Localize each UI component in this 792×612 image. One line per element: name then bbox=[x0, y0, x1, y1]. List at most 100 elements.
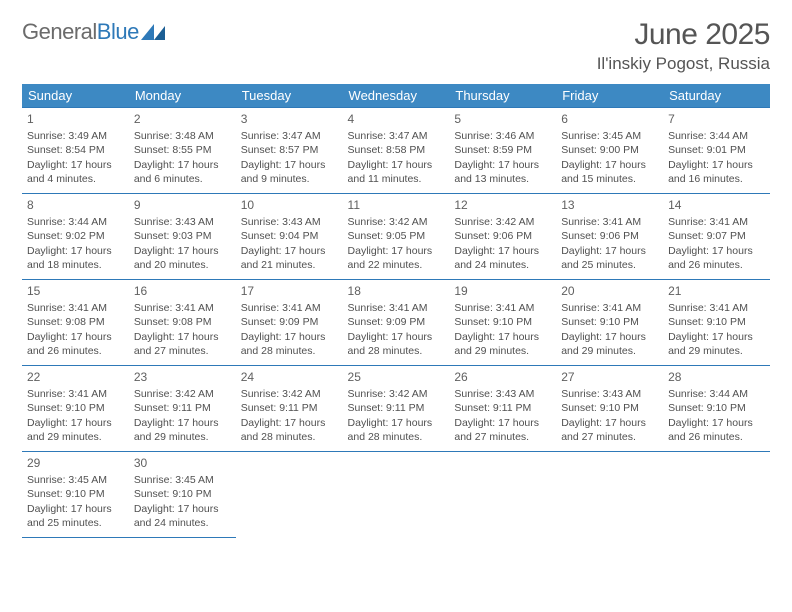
sunrise-line: Sunrise: 3:41 AM bbox=[27, 301, 124, 315]
daylight-line: Daylight: 17 hours and 25 minutes. bbox=[561, 244, 658, 272]
calendar-cell bbox=[663, 452, 770, 538]
calendar-cell: 1 Sunrise: 3:49 AMSunset: 8:54 PMDaylight… bbox=[22, 108, 129, 194]
sunrise-line: Sunrise: 3:42 AM bbox=[454, 215, 551, 229]
calendar-cell bbox=[236, 452, 343, 538]
title-block: June 2025 Il'inskiy Pogost, Russia bbox=[597, 18, 770, 74]
daylight-line: Daylight: 17 hours and 13 minutes. bbox=[454, 158, 551, 186]
weekday-header: Saturday bbox=[663, 84, 770, 108]
sunrise-line: Sunrise: 3:44 AM bbox=[27, 215, 124, 229]
month-title: June 2025 bbox=[597, 18, 770, 52]
daylight-line: Daylight: 17 hours and 27 minutes. bbox=[561, 416, 658, 444]
sunset-line: Sunset: 9:08 PM bbox=[27, 315, 124, 329]
calendar-cell: 17Sunrise: 3:41 AMSunset: 9:09 PMDayligh… bbox=[236, 280, 343, 366]
day-number: 27 bbox=[561, 369, 658, 385]
calendar-cell: 25Sunrise: 3:42 AMSunset: 9:11 PMDayligh… bbox=[343, 366, 450, 452]
day-number: 7 bbox=[668, 111, 765, 127]
sunset-line: Sunset: 8:57 PM bbox=[241, 143, 338, 157]
sunset-line: Sunset: 9:05 PM bbox=[348, 229, 445, 243]
calendar-cell: 15Sunrise: 3:41 AMSunset: 9:08 PMDayligh… bbox=[22, 280, 129, 366]
brand-part2: Blue bbox=[97, 19, 139, 45]
calendar-row: 29Sunrise: 3:45 AMSunset: 9:10 PMDayligh… bbox=[22, 452, 770, 538]
calendar-cell: 6Sunrise: 3:45 AMSunset: 9:00 PMDaylight… bbox=[556, 108, 663, 194]
calendar-cell: 24Sunrise: 3:42 AMSunset: 9:11 PMDayligh… bbox=[236, 366, 343, 452]
sunset-line: Sunset: 9:06 PM bbox=[561, 229, 658, 243]
day-number: 2 bbox=[134, 111, 231, 127]
sunset-line: Sunset: 9:10 PM bbox=[561, 315, 658, 329]
sunrise-line: Sunrise: 3:41 AM bbox=[668, 215, 765, 229]
calendar-cell: 29Sunrise: 3:45 AMSunset: 9:10 PMDayligh… bbox=[22, 452, 129, 538]
sunset-line: Sunset: 9:00 PM bbox=[561, 143, 658, 157]
daylight-line: Daylight: 17 hours and 29 minutes. bbox=[561, 330, 658, 358]
calendar-cell: 16Sunrise: 3:41 AMSunset: 9:08 PMDayligh… bbox=[129, 280, 236, 366]
sunset-line: Sunset: 9:10 PM bbox=[27, 401, 124, 415]
calendar-cell: 26Sunrise: 3:43 AMSunset: 9:11 PMDayligh… bbox=[449, 366, 556, 452]
calendar-cell: 30Sunrise: 3:45 AMSunset: 9:10 PMDayligh… bbox=[129, 452, 236, 538]
sunrise-line: Sunrise: 3:41 AM bbox=[561, 301, 658, 315]
sunset-line: Sunset: 9:10 PM bbox=[561, 401, 658, 415]
calendar-body: 1Sunrise: 3:49 AMSunset: 8:54 PMDaylight… bbox=[22, 108, 770, 538]
sunset-line: Sunset: 8:59 PM bbox=[454, 143, 551, 157]
calendar-cell: 23Sunrise: 3:42 AMSunset: 9:11 PMDayligh… bbox=[129, 366, 236, 452]
calendar-cell: 13Sunrise: 3:41 AMSunset: 9:06 PMDayligh… bbox=[556, 194, 663, 280]
sunrise-line: Sunrise: 3:41 AM bbox=[27, 387, 124, 401]
calendar-cell bbox=[449, 452, 556, 538]
sunset-line: Sunset: 9:10 PM bbox=[27, 487, 124, 501]
calendar-row: 1Sunrise: 3:49 AMSunset: 8:54 PMDaylight… bbox=[22, 108, 770, 194]
daylight-line: Daylight: 17 hours and 29 minutes. bbox=[134, 416, 231, 444]
sunset-line: Sunset: 9:10 PM bbox=[668, 401, 765, 415]
daylight-line: Daylight: 17 hours and 24 minutes. bbox=[134, 502, 231, 530]
calendar-cell: 10Sunrise: 3:43 AMSunset: 9:04 PMDayligh… bbox=[236, 194, 343, 280]
day-number: 3 bbox=[241, 111, 338, 127]
sunrise-line: Sunrise: 3:49 AM bbox=[27, 129, 124, 143]
calendar-table: SundayMondayTuesdayWednesdayThursdayFrid… bbox=[22, 84, 770, 538]
weekday-header: Tuesday bbox=[236, 84, 343, 108]
daylight-line: Daylight: 17 hours and 29 minutes. bbox=[454, 330, 551, 358]
daylight-line: Daylight: 17 hours and 4 minutes. bbox=[27, 158, 124, 186]
day-number: 28 bbox=[668, 369, 765, 385]
sunset-line: Sunset: 8:54 PM bbox=[27, 143, 124, 157]
daylight-line: Daylight: 17 hours and 18 minutes. bbox=[27, 244, 124, 272]
sunset-line: Sunset: 9:11 PM bbox=[348, 401, 445, 415]
sunrise-line: Sunrise: 3:41 AM bbox=[134, 301, 231, 315]
calendar-cell: 4Sunrise: 3:47 AMSunset: 8:58 PMDaylight… bbox=[343, 108, 450, 194]
day-number: 1 bbox=[27, 111, 124, 127]
day-number: 9 bbox=[134, 197, 231, 213]
sunset-line: Sunset: 9:09 PM bbox=[348, 315, 445, 329]
sunset-line: Sunset: 8:58 PM bbox=[348, 143, 445, 157]
sunset-line: Sunset: 9:06 PM bbox=[454, 229, 551, 243]
day-number: 23 bbox=[134, 369, 231, 385]
daylight-line: Daylight: 17 hours and 28 minutes. bbox=[348, 416, 445, 444]
sunset-line: Sunset: 9:11 PM bbox=[454, 401, 551, 415]
day-number: 25 bbox=[348, 369, 445, 385]
calendar-cell: 5Sunrise: 3:46 AMSunset: 8:59 PMDaylight… bbox=[449, 108, 556, 194]
sunset-line: Sunset: 9:01 PM bbox=[668, 143, 765, 157]
calendar-row: 22Sunrise: 3:41 AMSunset: 9:10 PMDayligh… bbox=[22, 366, 770, 452]
day-number: 15 bbox=[27, 283, 124, 299]
sunrise-line: Sunrise: 3:42 AM bbox=[241, 387, 338, 401]
calendar-cell: 28Sunrise: 3:44 AMSunset: 9:10 PMDayligh… bbox=[663, 366, 770, 452]
sunrise-line: Sunrise: 3:42 AM bbox=[348, 215, 445, 229]
calendar-cell: 19Sunrise: 3:41 AMSunset: 9:10 PMDayligh… bbox=[449, 280, 556, 366]
daylight-line: Daylight: 17 hours and 27 minutes. bbox=[454, 416, 551, 444]
sunrise-line: Sunrise: 3:48 AM bbox=[134, 129, 231, 143]
calendar-row: 15Sunrise: 3:41 AMSunset: 9:08 PMDayligh… bbox=[22, 280, 770, 366]
daylight-line: Daylight: 17 hours and 27 minutes. bbox=[134, 330, 231, 358]
day-number: 5 bbox=[454, 111, 551, 127]
day-number: 30 bbox=[134, 455, 231, 471]
calendar-cell: 8Sunrise: 3:44 AMSunset: 9:02 PMDaylight… bbox=[22, 194, 129, 280]
calendar-cell: 18Sunrise: 3:41 AMSunset: 9:09 PMDayligh… bbox=[343, 280, 450, 366]
day-number: 4 bbox=[348, 111, 445, 127]
calendar-cell: 27Sunrise: 3:43 AMSunset: 9:10 PMDayligh… bbox=[556, 366, 663, 452]
daylight-line: Daylight: 17 hours and 22 minutes. bbox=[348, 244, 445, 272]
day-number: 22 bbox=[27, 369, 124, 385]
sunrise-line: Sunrise: 3:44 AM bbox=[668, 129, 765, 143]
day-number: 10 bbox=[241, 197, 338, 213]
daylight-line: Daylight: 17 hours and 26 minutes. bbox=[668, 416, 765, 444]
day-number: 26 bbox=[454, 369, 551, 385]
daylight-line: Daylight: 17 hours and 29 minutes. bbox=[668, 330, 765, 358]
header: GeneralBlue June 2025 Il'inskiy Pogost, … bbox=[22, 18, 770, 74]
weekday-header: Sunday bbox=[22, 84, 129, 108]
sunset-line: Sunset: 9:04 PM bbox=[241, 229, 338, 243]
day-number: 8 bbox=[27, 197, 124, 213]
daylight-line: Daylight: 17 hours and 20 minutes. bbox=[134, 244, 231, 272]
